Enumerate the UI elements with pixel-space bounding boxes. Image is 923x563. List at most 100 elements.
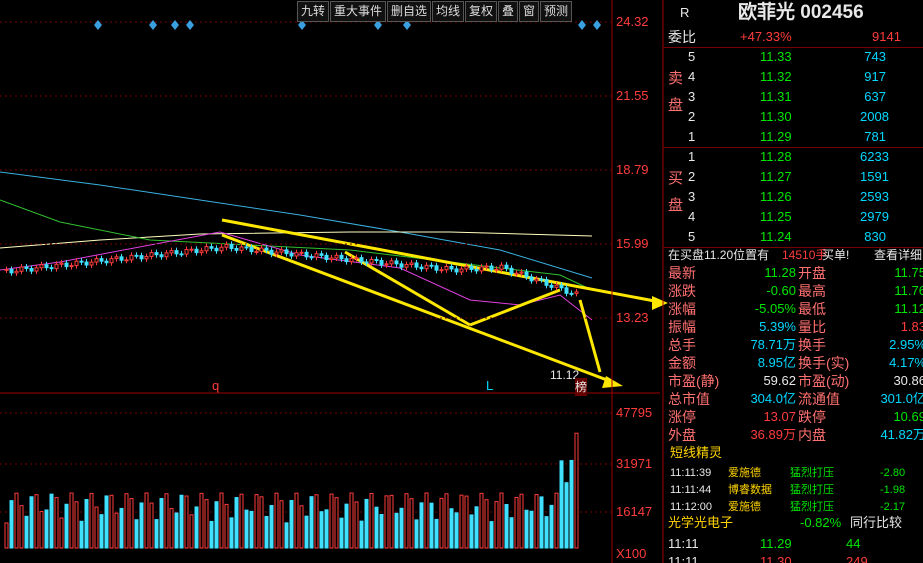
- candle: [334, 254, 339, 259]
- candle: [429, 264, 434, 267]
- volume-bar: [514, 496, 519, 549]
- candle: [459, 268, 464, 273]
- toolbar-button[interactable]: 复权: [465, 1, 498, 22]
- candle: [54, 263, 59, 270]
- candle: [354, 257, 359, 260]
- book-level: 4: [688, 69, 696, 84]
- book-label: 买: [668, 170, 684, 187]
- candle: [489, 265, 494, 271]
- stat-label: 涨跌: [668, 283, 696, 299]
- candle: [564, 287, 569, 294]
- volume-bar: [329, 493, 334, 549]
- divider: [663, 147, 923, 148]
- notice-link[interactable]: 查看详细: [874, 248, 923, 262]
- volume-bar: [169, 508, 174, 549]
- volume-bar: [54, 497, 59, 549]
- book-price: 11.28: [760, 149, 792, 164]
- volume-tick-label: X100: [616, 546, 647, 561]
- candle: [9, 268, 14, 274]
- candle: [574, 291, 579, 294]
- candle: [484, 265, 489, 268]
- candle: [89, 261, 94, 266]
- sprite-time: 11:11:44: [670, 484, 712, 496]
- candle: [544, 279, 549, 286]
- candle: [359, 257, 364, 263]
- compare-button[interactable]: 同行比较: [850, 515, 903, 530]
- volume-bar: [284, 522, 289, 549]
- candle: [499, 264, 504, 270]
- candle: [509, 267, 514, 275]
- candle: [384, 263, 389, 266]
- volume-bar: [554, 492, 559, 549]
- volume-bar: [404, 493, 409, 549]
- toolbar-button[interactable]: 均线: [432, 1, 465, 22]
- toolbar-button[interactable]: 九转: [297, 1, 330, 22]
- volume-bar: [134, 519, 139, 549]
- candle: [249, 246, 254, 253]
- candle: [264, 247, 269, 251]
- sprite-value: -2.17: [880, 501, 906, 513]
- volume-bar: [194, 506, 199, 549]
- volume-bar: [39, 511, 44, 549]
- candle: [424, 264, 429, 270]
- volume-bar: [184, 495, 189, 549]
- book-level: 1: [688, 149, 696, 164]
- sector-name: 光学光电子: [668, 515, 734, 530]
- volume-bar: [394, 512, 399, 549]
- stat-value: 5.39%: [759, 319, 796, 334]
- volume-bar: [339, 517, 344, 549]
- candle: [124, 259, 129, 262]
- volume-bar: [129, 498, 134, 549]
- candle: [59, 262, 64, 265]
- candle: [569, 292, 574, 295]
- volume-bar: [164, 493, 169, 549]
- volume-bar: [59, 517, 64, 549]
- stat-value: 2.95%: [889, 337, 923, 352]
- volume-bar: [44, 509, 49, 549]
- last-price-label: 11.12: [550, 368, 580, 382]
- stat-label: 最低: [798, 301, 826, 317]
- volume-bar: [564, 482, 569, 549]
- candle: [204, 246, 209, 252]
- candle: [224, 243, 229, 248]
- volume-bar: [229, 517, 234, 549]
- candle: [34, 267, 39, 272]
- candle: [229, 243, 234, 249]
- volume-bar: [114, 512, 119, 549]
- price-tick-label: 18.79: [616, 162, 649, 177]
- toolbar-button[interactable]: 窗: [519, 1, 540, 22]
- volume-bar: [269, 505, 274, 549]
- price-tick-label: 24.32: [616, 14, 649, 29]
- stat-value: 10.69: [893, 409, 923, 424]
- toolbar-button[interactable]: 重大事件: [330, 1, 387, 22]
- sprite-stock: 博睿数据: [728, 484, 772, 496]
- volume-bar: [104, 495, 109, 549]
- volume-bar: [569, 459, 574, 549]
- candle: [379, 260, 384, 266]
- candle: [179, 253, 184, 256]
- book-label: 卖: [668, 70, 684, 87]
- toolbar-button[interactable]: 叠: [498, 1, 519, 22]
- candle: [119, 256, 124, 261]
- volume-bar: [379, 513, 384, 549]
- candle: [529, 276, 534, 282]
- ma-line: [0, 231, 593, 249]
- candle: [139, 255, 144, 260]
- candle: [404, 264, 409, 268]
- candle: [559, 284, 564, 289]
- toolbar-button[interactable]: 删自选: [387, 1, 432, 22]
- sprite-time: 11:12:00: [670, 501, 713, 513]
- volume-bar: [159, 497, 164, 549]
- candle: [104, 260, 109, 264]
- volume-bar: [204, 499, 209, 549]
- volume-bar: [304, 515, 309, 549]
- trend-arrows: [221, 218, 668, 388]
- volume-bar: [419, 502, 424, 549]
- book-volume: 2979: [860, 209, 889, 224]
- candle: [234, 247, 239, 251]
- volume-bar: [154, 519, 159, 549]
- stat-value: 11.76: [894, 283, 923, 298]
- candle: [294, 252, 299, 257]
- toolbar-button[interactable]: 预测: [540, 1, 573, 22]
- rank-label: 榜: [575, 378, 588, 396]
